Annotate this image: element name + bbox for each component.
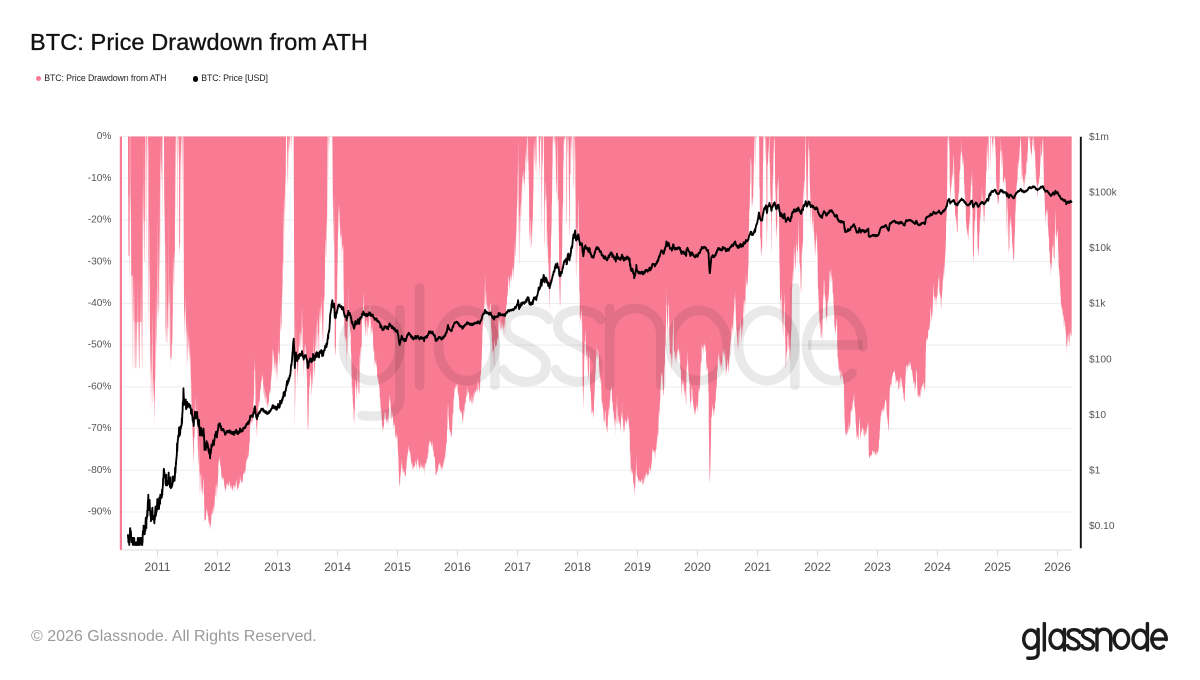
svg-text:-20%: -20% [88, 215, 112, 226]
svg-text:-30%: -30% [88, 256, 112, 267]
svg-text:-80%: -80% [88, 465, 112, 476]
svg-text:$10: $10 [1089, 410, 1106, 421]
svg-text:2016: 2016 [444, 560, 471, 574]
svg-text:2012: 2012 [204, 560, 231, 574]
svg-text:$100: $100 [1089, 354, 1112, 365]
svg-text:0%: 0% [97, 131, 112, 142]
svg-text:2025: 2025 [984, 560, 1011, 574]
svg-text:$0.10: $0.10 [1089, 521, 1115, 532]
svg-text:$1m: $1m [1089, 132, 1109, 143]
svg-text:-70%: -70% [88, 423, 112, 434]
svg-text:2020: 2020 [684, 560, 711, 574]
svg-text:2013: 2013 [264, 560, 291, 574]
svg-text:-40%: -40% [88, 298, 112, 309]
svg-text:2019: 2019 [624, 560, 651, 574]
svg-text:2017: 2017 [504, 560, 531, 574]
svg-text:$10k: $10k [1089, 243, 1112, 254]
svg-text:2018: 2018 [564, 560, 591, 574]
svg-text:-60%: -60% [88, 381, 112, 392]
svg-text:2015: 2015 [384, 560, 411, 574]
svg-text:2022: 2022 [804, 560, 831, 574]
svg-text:$100k: $100k [1089, 187, 1118, 198]
svg-text:2024: 2024 [924, 560, 951, 574]
svg-text:2014: 2014 [324, 560, 351, 574]
svg-text:2023: 2023 [864, 560, 891, 574]
svg-text:$1: $1 [1089, 466, 1101, 477]
svg-text:2026: 2026 [1044, 560, 1071, 574]
svg-text:-10%: -10% [88, 173, 112, 184]
svg-text:-50%: -50% [88, 340, 112, 351]
svg-text:2011: 2011 [144, 560, 170, 574]
svg-text:-90%: -90% [88, 507, 112, 518]
svg-text:$1k: $1k [1089, 299, 1106, 310]
svg-text:2021: 2021 [744, 560, 771, 574]
